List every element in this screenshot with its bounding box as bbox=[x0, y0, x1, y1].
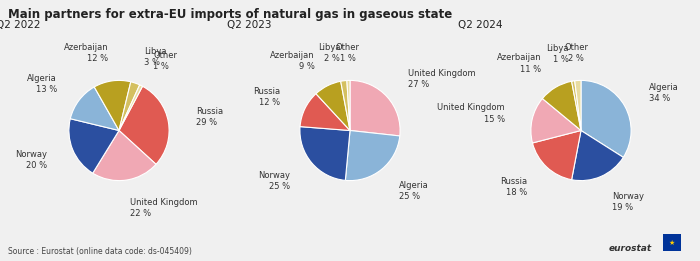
Text: United Kingdom
27 %: United Kingdom 27 % bbox=[408, 68, 475, 88]
Text: Other
1 %: Other 1 % bbox=[153, 51, 177, 71]
Text: Other
2 %: Other 2 % bbox=[564, 43, 588, 63]
Text: Russia
29 %: Russia 29 % bbox=[196, 107, 223, 127]
FancyBboxPatch shape bbox=[662, 234, 682, 251]
Wedge shape bbox=[581, 80, 631, 157]
Wedge shape bbox=[575, 80, 581, 130]
Wedge shape bbox=[572, 81, 581, 130]
Text: Libya
3 %: Libya 3 % bbox=[144, 47, 167, 67]
Text: Azerbaijan
12 %: Azerbaijan 12 % bbox=[64, 43, 108, 63]
Wedge shape bbox=[316, 81, 350, 130]
Wedge shape bbox=[119, 86, 169, 164]
Text: Source : Eurostat (online data code: ds-045409): Source : Eurostat (online data code: ds-… bbox=[8, 247, 192, 256]
Wedge shape bbox=[542, 81, 581, 130]
Wedge shape bbox=[350, 80, 400, 136]
Wedge shape bbox=[70, 87, 119, 130]
Wedge shape bbox=[300, 94, 350, 130]
Text: United Kingdom
15 %: United Kingdom 15 % bbox=[438, 103, 505, 123]
Wedge shape bbox=[92, 130, 156, 181]
Wedge shape bbox=[94, 80, 131, 130]
Wedge shape bbox=[531, 99, 581, 143]
Text: Norway
25 %: Norway 25 % bbox=[258, 171, 290, 191]
Wedge shape bbox=[69, 119, 119, 173]
Wedge shape bbox=[119, 85, 143, 130]
Text: Russia
12 %: Russia 12 % bbox=[253, 87, 280, 107]
Text: Russia
18 %: Russia 18 % bbox=[500, 177, 528, 197]
Text: Algeria
34 %: Algeria 34 % bbox=[649, 83, 679, 103]
Wedge shape bbox=[347, 80, 350, 130]
Text: Azerbaijan
11 %: Azerbaijan 11 % bbox=[497, 54, 541, 74]
Wedge shape bbox=[119, 82, 140, 130]
Text: Q2 2022: Q2 2022 bbox=[0, 20, 41, 29]
Text: Algeria
25 %: Algeria 25 % bbox=[399, 181, 429, 201]
Text: Libya
2 %: Libya 2 % bbox=[318, 43, 340, 63]
Text: Main partners for extra-EU imports of natural gas in gaseous state: Main partners for extra-EU imports of na… bbox=[8, 8, 453, 21]
Wedge shape bbox=[533, 130, 581, 180]
Text: eurostat: eurostat bbox=[609, 244, 652, 253]
Text: United Kingdom
22 %: United Kingdom 22 % bbox=[130, 198, 197, 218]
Text: Other
1 %: Other 1 % bbox=[335, 43, 360, 63]
Text: Azerbaijan
9 %: Azerbaijan 9 % bbox=[270, 51, 315, 71]
Text: ★: ★ bbox=[669, 240, 675, 246]
Wedge shape bbox=[300, 127, 350, 180]
Text: Norway
20 %: Norway 20 % bbox=[15, 150, 47, 170]
Text: Norway
19 %: Norway 19 % bbox=[612, 192, 644, 212]
Text: Algeria
13 %: Algeria 13 % bbox=[27, 74, 57, 94]
Text: Libya
1 %: Libya 1 % bbox=[546, 44, 569, 64]
Wedge shape bbox=[341, 80, 350, 130]
Wedge shape bbox=[572, 130, 623, 181]
Text: Q2 2023: Q2 2023 bbox=[227, 20, 272, 29]
Text: Q2 2024: Q2 2024 bbox=[458, 20, 503, 29]
Wedge shape bbox=[345, 130, 400, 181]
